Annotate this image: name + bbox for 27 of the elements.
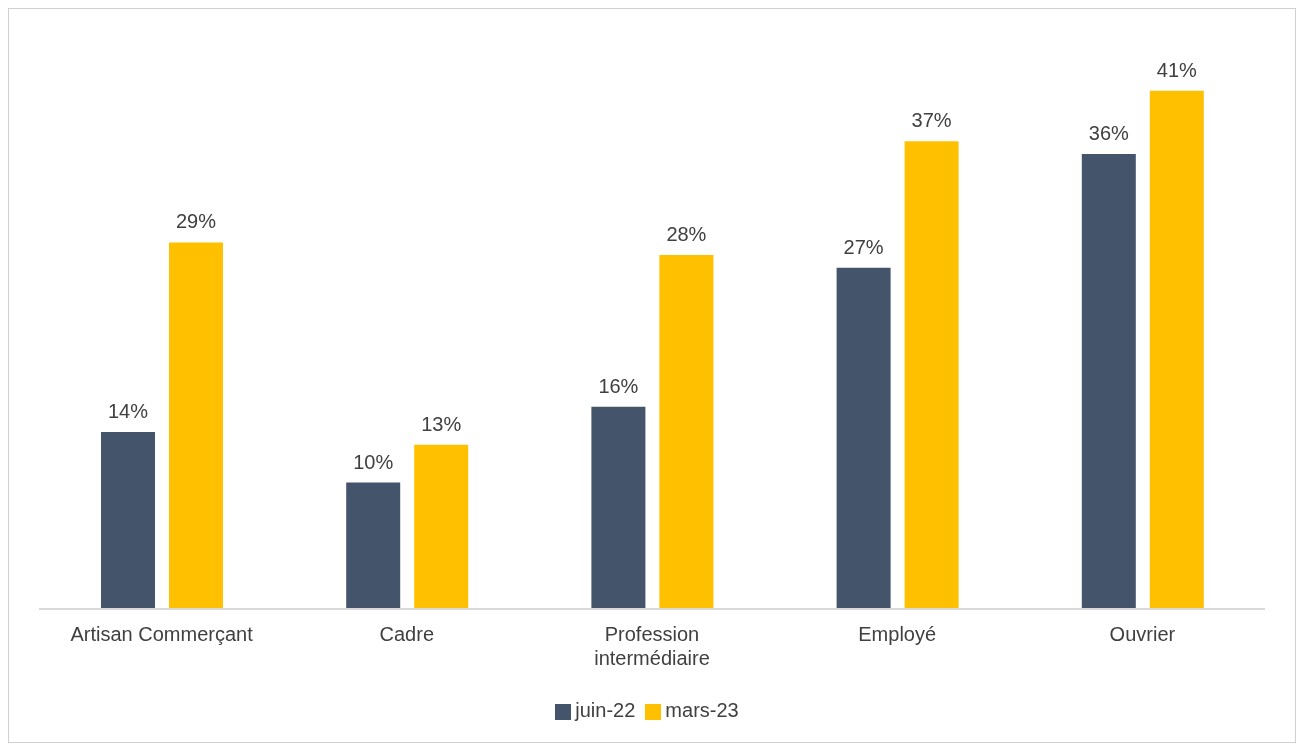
data-label: 37% xyxy=(911,109,952,132)
data-label: 36% xyxy=(1088,122,1130,145)
bar xyxy=(659,255,714,609)
data-label: 41% xyxy=(1156,58,1198,81)
data-label: 28% xyxy=(666,223,707,246)
bar xyxy=(346,482,401,609)
legend-label: mars-23 xyxy=(665,699,739,721)
x-tick-label: Profession intermédiaire xyxy=(594,623,710,669)
data-label: 29% xyxy=(175,210,217,233)
x-tick-label: Ouvrier xyxy=(1109,623,1176,645)
bar xyxy=(414,444,469,609)
bar xyxy=(904,141,959,609)
data-label: 10% xyxy=(353,450,394,473)
data-label: 16% xyxy=(598,374,639,397)
data-label: 14% xyxy=(107,400,149,423)
bar xyxy=(169,242,223,609)
bar xyxy=(836,267,891,609)
bar xyxy=(591,406,646,609)
x-tick-label: Employé xyxy=(858,623,937,645)
legend-label: juin-22 xyxy=(575,699,636,721)
bar xyxy=(1149,90,1204,609)
x-tick-label: Cadre xyxy=(379,623,435,645)
bar xyxy=(101,432,155,609)
bar xyxy=(1081,154,1136,609)
data-label: 13% xyxy=(421,412,462,435)
data-label: 27% xyxy=(843,235,884,258)
x-tick-label: Artisan Commerçant xyxy=(70,623,254,645)
